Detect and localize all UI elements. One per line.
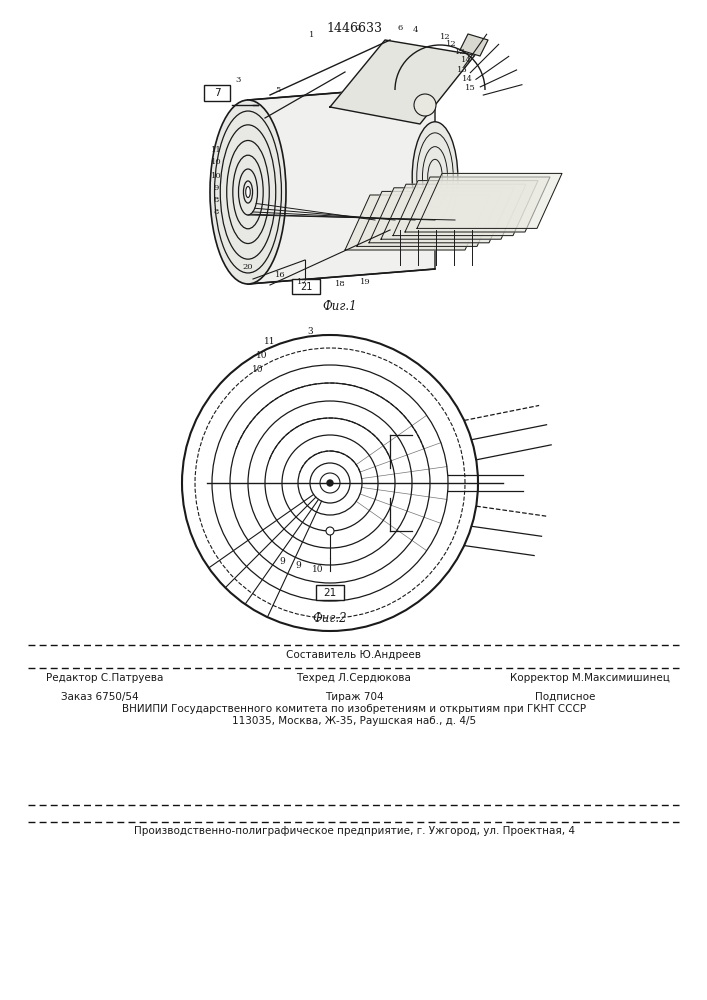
Text: 13: 13 (457, 66, 467, 74)
Text: Фиг.2: Фиг.2 (312, 612, 347, 625)
Ellipse shape (210, 100, 286, 284)
Text: Редактор С.Патруева: Редактор С.Патруева (47, 673, 164, 683)
FancyBboxPatch shape (316, 585, 344, 600)
Text: 13: 13 (455, 48, 465, 56)
Text: Фиг.1: Фиг.1 (322, 300, 357, 313)
Text: 9: 9 (295, 562, 301, 570)
Text: 6: 6 (397, 24, 402, 32)
Text: 10: 10 (211, 172, 221, 180)
Text: 3: 3 (235, 76, 240, 84)
Text: 18: 18 (334, 280, 346, 288)
Text: 12: 12 (445, 40, 456, 48)
Polygon shape (460, 34, 488, 56)
Text: Корректор М.Максимишинец: Корректор М.Максимишинец (510, 673, 670, 683)
Polygon shape (369, 188, 514, 243)
Text: 9: 9 (214, 184, 218, 192)
Text: 7: 7 (214, 88, 221, 98)
Text: 17: 17 (297, 278, 308, 286)
Text: 10: 10 (211, 158, 221, 166)
Polygon shape (381, 184, 526, 239)
Text: 9: 9 (279, 558, 285, 566)
Polygon shape (405, 177, 550, 232)
Text: 11: 11 (211, 146, 221, 154)
Polygon shape (357, 191, 502, 246)
Text: 12: 12 (440, 33, 450, 41)
Text: ВНИИПИ Государственного комитета по изобретениям и открытиям при ГКНТ СССР: ВНИИПИ Государственного комитета по изоб… (122, 704, 586, 714)
Text: Заказ 6750/54: Заказ 6750/54 (62, 692, 139, 702)
Text: 113035, Москва, Ж-35, Раушская наб., д. 4/5: 113035, Москва, Ж-35, Раушская наб., д. … (232, 716, 476, 726)
FancyBboxPatch shape (292, 279, 320, 294)
Polygon shape (330, 40, 475, 124)
Text: Составитель Ю.Андреев: Составитель Ю.Андреев (286, 650, 421, 660)
Text: 1446633: 1446633 (326, 22, 382, 35)
Text: 14: 14 (462, 75, 472, 83)
Polygon shape (345, 195, 490, 250)
Text: 11: 11 (264, 338, 276, 347)
Text: Техред Л.Сердюкова: Техред Л.Сердюкова (296, 673, 411, 683)
Text: 10: 10 (256, 351, 268, 360)
Text: 20: 20 (243, 263, 253, 271)
Text: 4: 4 (412, 26, 418, 34)
Text: 21: 21 (323, 588, 337, 598)
FancyBboxPatch shape (204, 85, 230, 101)
Ellipse shape (412, 122, 458, 232)
Ellipse shape (246, 186, 250, 198)
Text: 2: 2 (356, 24, 361, 32)
Text: 15: 15 (464, 84, 475, 92)
Text: 19: 19 (360, 278, 370, 286)
Text: 8: 8 (214, 196, 218, 204)
Polygon shape (248, 85, 435, 284)
Polygon shape (417, 173, 562, 228)
Text: 10: 10 (252, 365, 264, 374)
Text: 14: 14 (460, 56, 472, 64)
Circle shape (327, 480, 333, 486)
Text: Подписное: Подписное (534, 692, 595, 702)
Text: 16: 16 (275, 271, 286, 279)
Text: 10: 10 (312, 566, 324, 574)
Text: Производственно-полиграфическое предприятие, г. Ужгород, ул. Проектная, 4: Производственно-полиграфическое предприя… (134, 826, 575, 836)
Text: Тираж 704: Тираж 704 (325, 692, 383, 702)
Circle shape (326, 527, 334, 535)
Polygon shape (393, 181, 538, 236)
Text: 8: 8 (214, 208, 218, 216)
Text: 21: 21 (300, 282, 312, 292)
Text: 5: 5 (275, 86, 281, 94)
Text: 1: 1 (310, 31, 315, 39)
Ellipse shape (414, 94, 436, 116)
Text: 3: 3 (307, 328, 312, 336)
